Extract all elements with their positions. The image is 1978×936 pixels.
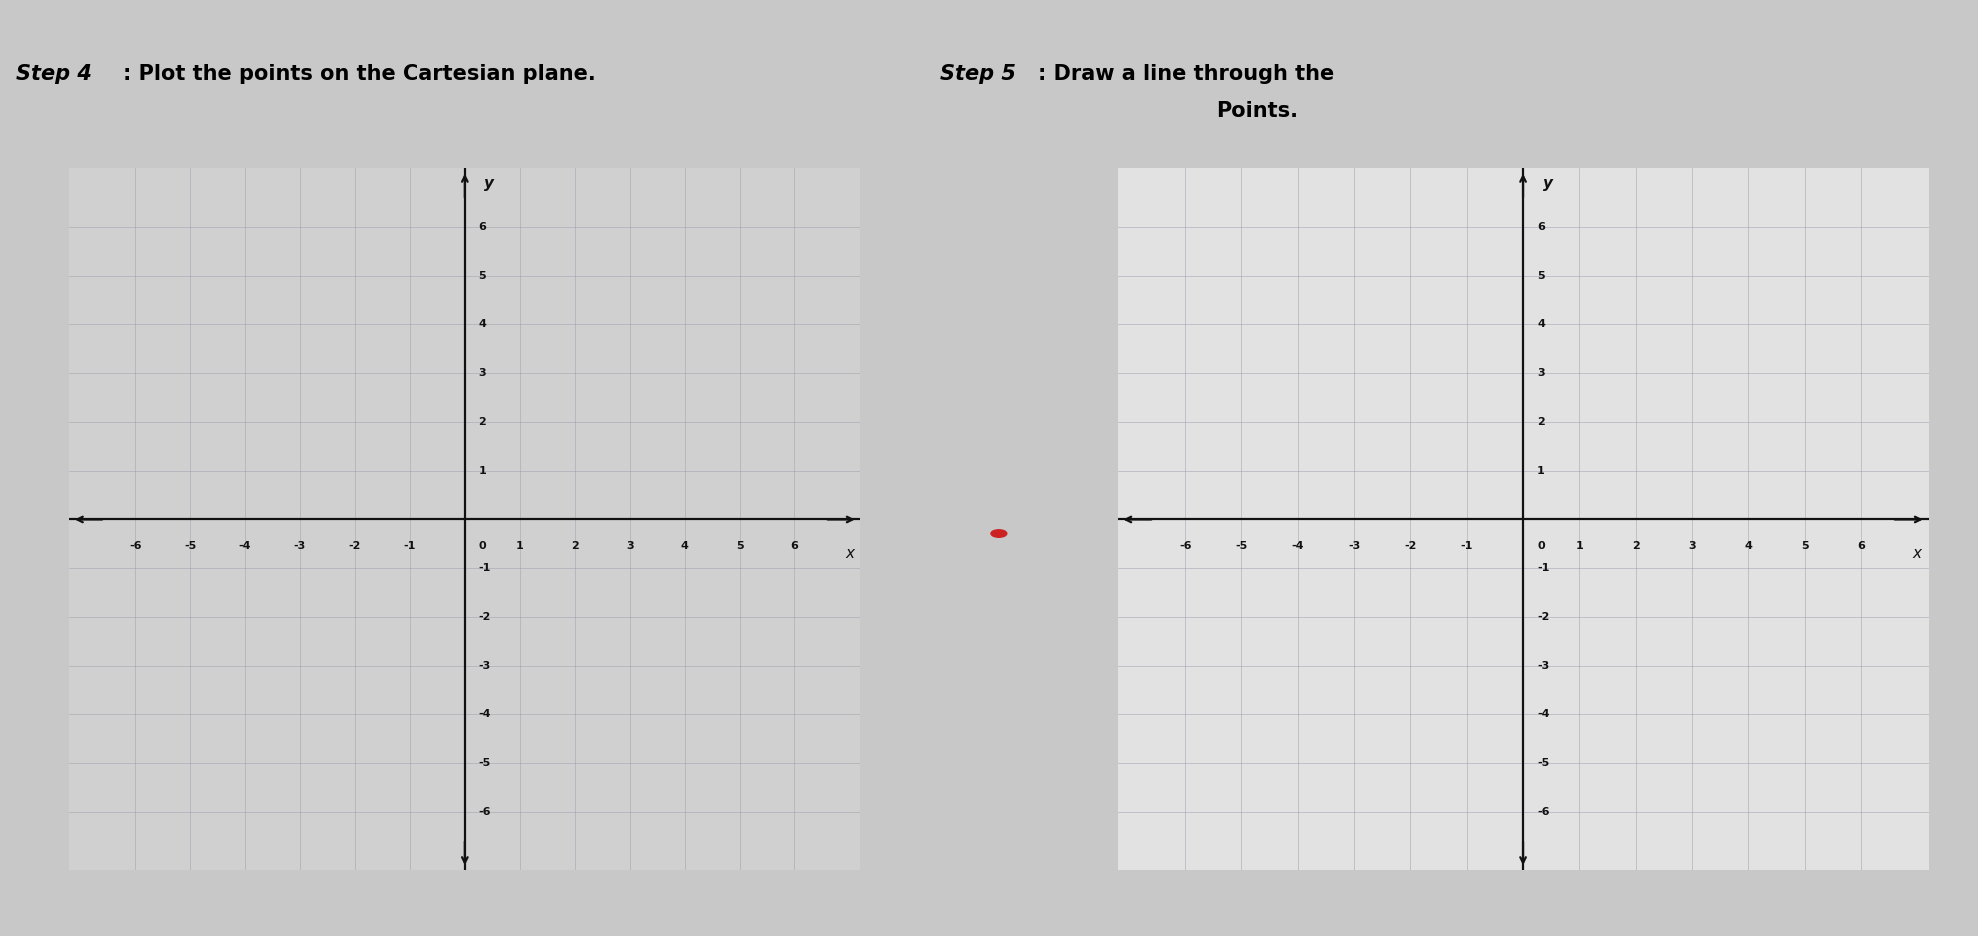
Text: -1: -1 — [479, 563, 491, 573]
Text: 4: 4 — [479, 319, 487, 329]
Text: -2: -2 — [348, 541, 362, 551]
Text: 3: 3 — [479, 368, 487, 378]
Text: x: x — [845, 547, 854, 562]
Text: -6: -6 — [1179, 541, 1191, 551]
Text: -4: -4 — [1292, 541, 1304, 551]
Text: -1: -1 — [1460, 541, 1474, 551]
Text: : Plot the points on the Cartesian plane.: : Plot the points on the Cartesian plane… — [123, 64, 595, 83]
Text: 5: 5 — [479, 271, 487, 281]
Text: -6: -6 — [1537, 807, 1549, 817]
Text: Step 5: Step 5 — [940, 64, 1015, 83]
Text: 0: 0 — [479, 541, 487, 551]
Text: 3: 3 — [1687, 541, 1695, 551]
Text: Step 4: Step 4 — [16, 64, 91, 83]
Text: -3: -3 — [1347, 541, 1361, 551]
Text: -1: -1 — [1537, 563, 1549, 573]
Text: 1: 1 — [1537, 466, 1545, 475]
Text: 3: 3 — [1537, 368, 1545, 378]
Text: -5: -5 — [184, 541, 196, 551]
Text: 5: 5 — [1537, 271, 1545, 281]
Text: -4: -4 — [479, 709, 491, 720]
Text: 2: 2 — [1632, 541, 1640, 551]
Text: -4: -4 — [239, 541, 251, 551]
Text: : Draw a line through the: : Draw a line through the — [1038, 64, 1335, 83]
Text: -1: -1 — [404, 541, 415, 551]
Text: 6: 6 — [1537, 222, 1545, 232]
Text: -4: -4 — [1537, 709, 1549, 720]
Text: -3: -3 — [479, 661, 491, 671]
Text: -3: -3 — [1537, 661, 1549, 671]
Text: 5: 5 — [736, 541, 744, 551]
Text: 6: 6 — [1857, 541, 1865, 551]
Text: 5: 5 — [1800, 541, 1808, 551]
Text: x: x — [1913, 547, 1923, 562]
Text: 2: 2 — [1537, 417, 1545, 427]
Text: y: y — [485, 176, 494, 191]
Text: -2: -2 — [1537, 612, 1549, 622]
Text: -5: -5 — [1537, 758, 1549, 768]
Text: -2: -2 — [479, 612, 491, 622]
Text: 6: 6 — [479, 222, 487, 232]
Text: -6: -6 — [129, 541, 140, 551]
Text: 1: 1 — [516, 541, 524, 551]
Text: y: y — [1543, 176, 1553, 191]
Text: -5: -5 — [479, 758, 491, 768]
Text: 4: 4 — [1745, 541, 1753, 551]
Text: -5: -5 — [1236, 541, 1248, 551]
Text: 2: 2 — [572, 541, 580, 551]
Text: 4: 4 — [680, 541, 688, 551]
Text: 3: 3 — [625, 541, 633, 551]
Text: -2: -2 — [1404, 541, 1416, 551]
Text: 1: 1 — [479, 466, 487, 475]
Text: Points.: Points. — [1216, 101, 1298, 121]
Text: 4: 4 — [1537, 319, 1545, 329]
Text: 0: 0 — [1537, 541, 1545, 551]
Text: -3: -3 — [295, 541, 307, 551]
Text: 1: 1 — [1576, 541, 1582, 551]
Text: 2: 2 — [479, 417, 487, 427]
Text: -6: -6 — [479, 807, 491, 817]
Text: 6: 6 — [791, 541, 799, 551]
